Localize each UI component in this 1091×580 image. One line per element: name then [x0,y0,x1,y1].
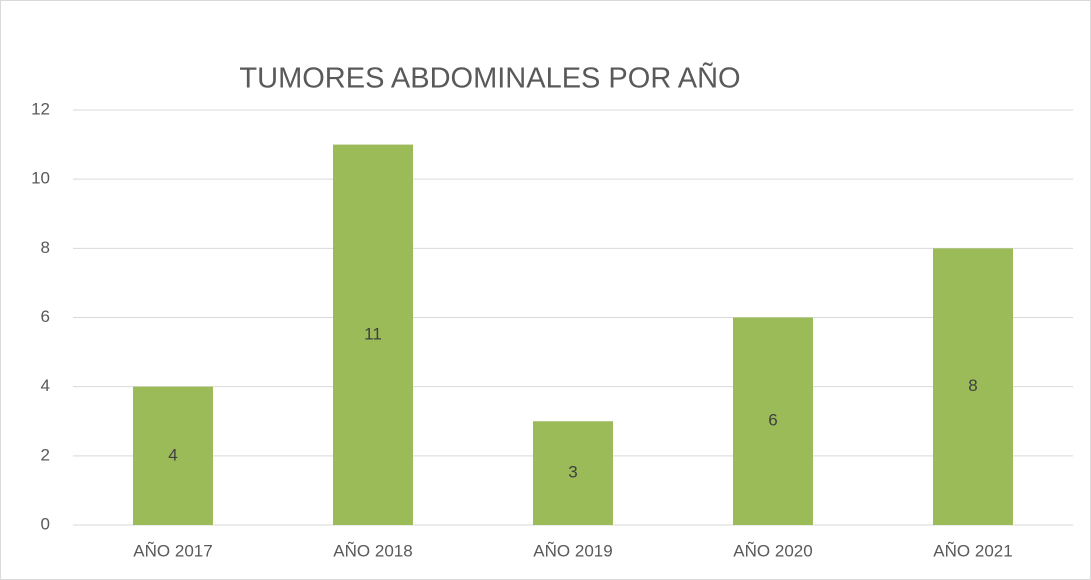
bar [333,144,413,526]
x-tick-label: AÑO 2020 [733,541,812,560]
data-label: 3 [568,463,577,482]
bar [133,386,213,525]
y-tick-label: 2 [41,445,50,464]
y-tick-label: 4 [41,376,50,395]
y-tick-label: 10 [31,169,50,188]
bar [533,421,613,525]
data-label: 8 [968,376,977,395]
data-label: 11 [364,324,382,343]
y-tick-label: 12 [31,99,50,118]
y-tick-label: 6 [41,307,50,326]
chart-title: TUMORES ABDOMINALES POR AÑO [239,61,740,95]
y-tick-label: 8 [41,238,50,257]
x-tick-label: AÑO 2017 [133,541,212,560]
data-label: 6 [768,411,777,430]
y-tick-label: 0 [41,514,50,533]
data-label: 4 [168,445,177,464]
x-tick-label: AÑO 2019 [533,541,612,560]
bar [733,317,813,525]
bar [933,248,1013,526]
x-tick-label: AÑO 2018 [333,541,412,560]
x-tick-label: AÑO 2021 [933,541,1012,560]
